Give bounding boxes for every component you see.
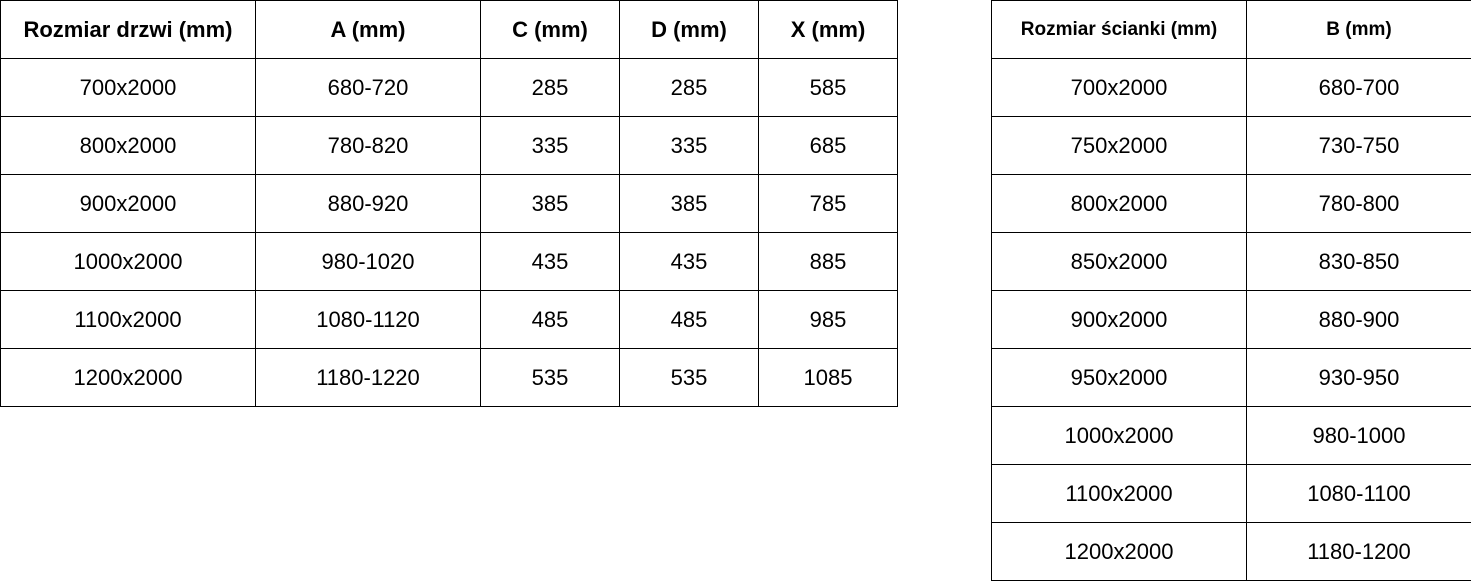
table-row: 750x2000 730-750 xyxy=(991,116,1471,175)
table-cell: 985 xyxy=(758,290,898,349)
table-cell: 750x2000 xyxy=(991,116,1247,175)
table-cell: 880-900 xyxy=(1246,290,1471,349)
column-header: Rozmiar drzwi (mm) xyxy=(0,0,256,59)
table-cell: 1100x2000 xyxy=(991,464,1247,523)
column-header: B (mm) xyxy=(1246,0,1471,59)
column-header: D (mm) xyxy=(619,0,759,59)
table-row: 1000x2000 980-1020 435 435 885 xyxy=(0,232,898,291)
wall-size-table: Rozmiar ścianki (mm) B (mm) 700x2000 680-7… xyxy=(991,0,1471,581)
table-cell: 950x2000 xyxy=(991,348,1247,407)
table-cell: 585 xyxy=(758,58,898,117)
table-cell: 930-950 xyxy=(1246,348,1471,407)
table-row: 900x2000 880-920 385 385 785 xyxy=(0,174,898,233)
table-cell: 435 xyxy=(619,232,759,291)
table-cell: 800x2000 xyxy=(0,116,256,175)
table-cell: 485 xyxy=(619,290,759,349)
table-cell: 780-820 xyxy=(255,116,481,175)
table-cell: 780-800 xyxy=(1246,174,1471,233)
table-cell: 900x2000 xyxy=(0,174,256,233)
table-cell: 980-1020 xyxy=(255,232,481,291)
table-row: 1200x2000 1180-1220 535 535 1085 xyxy=(0,348,898,407)
column-header: X (mm) xyxy=(758,0,898,59)
table-cell: 830-850 xyxy=(1246,232,1471,291)
table-header-row: Rozmiar drzwi (mm) A (mm) C (mm) D (mm) X (m… xyxy=(0,0,898,59)
table-row: 800x2000 780-820 335 335 685 xyxy=(0,116,898,175)
table-cell: 980-1000 xyxy=(1246,406,1471,465)
table-cell: 900x2000 xyxy=(991,290,1247,349)
table-cell: 535 xyxy=(619,348,759,407)
table-row: 950x2000 930-950 xyxy=(991,348,1471,407)
table-cell: 1000x2000 xyxy=(0,232,256,291)
table-cell: 1180-1220 xyxy=(255,348,481,407)
table-row: 850x2000 830-850 xyxy=(991,232,1471,291)
table-cell: 1100x2000 xyxy=(0,290,256,349)
table-cell: 785 xyxy=(758,174,898,233)
column-header: Rozmiar ścianki (mm) xyxy=(991,0,1247,59)
table-cell: 1200x2000 xyxy=(0,348,256,407)
table-cell: 680-700 xyxy=(1246,58,1471,117)
table-row: 1100x2000 1080-1100 xyxy=(991,464,1471,523)
table-cell: 850x2000 xyxy=(991,232,1247,291)
table-cell: 1000x2000 xyxy=(991,406,1247,465)
table-cell: 1180-1200 xyxy=(1246,522,1471,581)
table-cell: 800x2000 xyxy=(991,174,1247,233)
table-row: 700x2000 680-720 285 285 585 xyxy=(0,58,898,117)
table-cell: 1085 xyxy=(758,348,898,407)
table-cell: 485 xyxy=(480,290,620,349)
table-cell: 1080-1120 xyxy=(255,290,481,349)
table-cell: 385 xyxy=(619,174,759,233)
table-row: 1200x2000 1180-1200 xyxy=(991,522,1471,581)
table-cell: 285 xyxy=(480,58,620,117)
table-cell: 335 xyxy=(480,116,620,175)
door-size-table: Rozmiar drzwi (mm) A (mm) C (mm) D (mm) X (m… xyxy=(0,0,898,407)
table-cell: 285 xyxy=(619,58,759,117)
table-cell: 880-920 xyxy=(255,174,481,233)
table-cell: 1200x2000 xyxy=(991,522,1247,581)
table-cell: 685 xyxy=(758,116,898,175)
table-cell: 535 xyxy=(480,348,620,407)
table-cell: 385 xyxy=(480,174,620,233)
table-cell: 700x2000 xyxy=(0,58,256,117)
table-row: 900x2000 880-900 xyxy=(991,290,1471,349)
table-cell: 885 xyxy=(758,232,898,291)
table-row: 1000x2000 980-1000 xyxy=(991,406,1471,465)
table-cell: 335 xyxy=(619,116,759,175)
table-row: 800x2000 780-800 xyxy=(991,174,1471,233)
table-cell: 730-750 xyxy=(1246,116,1471,175)
column-header: C (mm) xyxy=(480,0,620,59)
table-cell: 435 xyxy=(480,232,620,291)
table-cell: 700x2000 xyxy=(991,58,1247,117)
table-row: 700x2000 680-700 xyxy=(991,58,1471,117)
column-header: A (mm) xyxy=(255,0,481,59)
table-cell: 680-720 xyxy=(255,58,481,117)
table-row: 1100x2000 1080-1120 485 485 985 xyxy=(0,290,898,349)
table-header-row: Rozmiar ścianki (mm) B (mm) xyxy=(991,0,1471,59)
table-cell: 1080-1100 xyxy=(1246,464,1471,523)
